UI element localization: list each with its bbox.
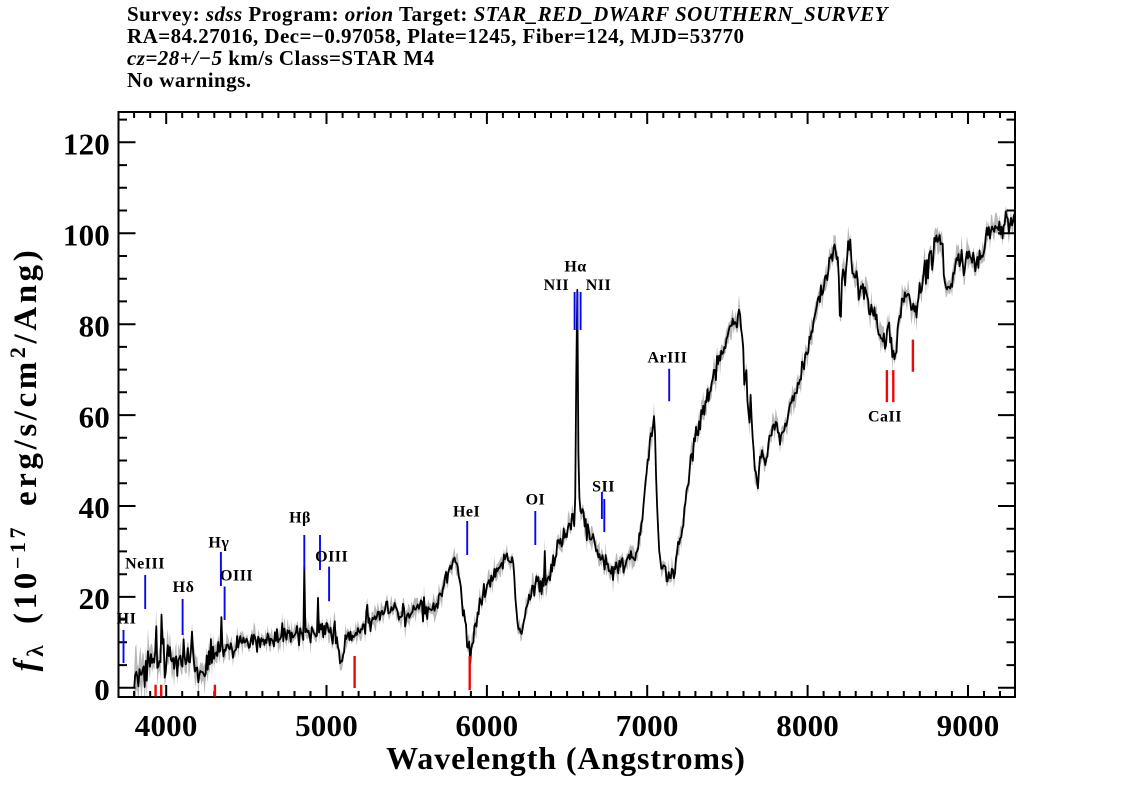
svg-text:20: 20 [79, 581, 110, 616]
svg-text:Hα: Hα [564, 259, 586, 276]
svg-text:fλ (10−17 erg/s/cm2/Ang): fλ (10−17 erg/s/cm2/Ang) [5, 247, 48, 672]
svg-text:Hδ: Hδ [173, 579, 195, 596]
svg-text:SII: SII [592, 479, 615, 496]
svg-text:8000: 8000 [776, 708, 839, 743]
svg-text:0: 0 [94, 672, 110, 707]
svg-text:CaII: CaII [868, 409, 902, 426]
svg-text:OIII: OIII [315, 548, 348, 565]
svg-text:HI: HI [117, 611, 137, 628]
svg-text:7000: 7000 [616, 708, 679, 743]
svg-text:OI: OI [526, 492, 546, 509]
svg-text:6000: 6000 [455, 708, 518, 743]
svg-text:80: 80 [79, 308, 110, 343]
svg-text:100: 100 [63, 217, 110, 252]
svg-text:NII: NII [586, 277, 612, 294]
svg-text:OIII: OIII [220, 567, 253, 584]
svg-text:ArIII: ArIII [647, 350, 687, 367]
svg-text:Wavelength (Angstroms): Wavelength (Angstroms) [386, 740, 746, 776]
svg-text:9000: 9000 [937, 708, 1000, 743]
svg-text:Hγ: Hγ [208, 535, 229, 552]
svg-text:HeI: HeI [453, 504, 480, 521]
svg-text:40: 40 [79, 490, 110, 525]
svg-text:NII: NII [544, 277, 570, 294]
svg-text:120: 120 [63, 127, 110, 162]
svg-text:Hβ: Hβ [289, 510, 311, 527]
svg-text:NeIII: NeIII [125, 556, 165, 573]
svg-text:4000: 4000 [135, 708, 198, 743]
svg-text:5000: 5000 [295, 708, 358, 743]
svg-text:60: 60 [79, 399, 110, 434]
